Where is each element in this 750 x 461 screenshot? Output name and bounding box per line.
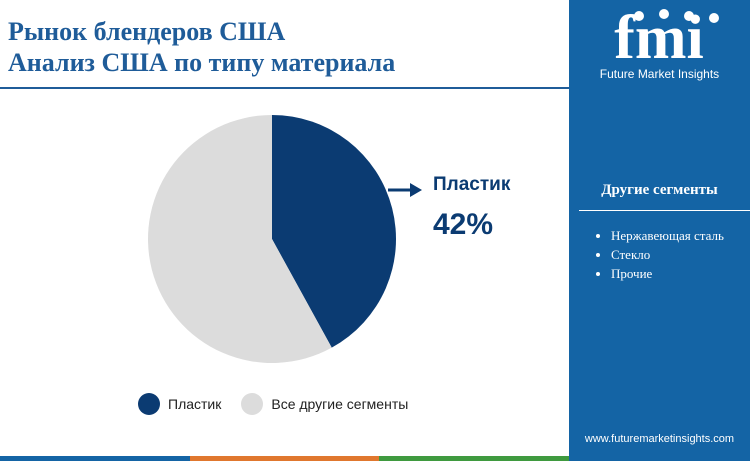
- pie-chart: [147, 115, 422, 364]
- chart-legend: Пластик Все другие сегменты: [138, 393, 428, 415]
- website-url: www.futuremarketinsights.com: [584, 433, 735, 445]
- bottom-bar-blue: [0, 456, 190, 461]
- legend-item-plastic: Пластик: [138, 393, 221, 415]
- fmi-logo: fmi: [614, 6, 719, 72]
- pie-slice-other-segments: [147, 115, 332, 364]
- title-divider: [0, 87, 569, 89]
- bottom-color-bar: [0, 456, 570, 461]
- globe-icon: [684, 11, 694, 21]
- bottom-bar-orange: [189, 456, 380, 461]
- globe-icon: [709, 13, 719, 23]
- pie-slice-plastic: [272, 115, 396, 348]
- other-segments-title: Другие сегменты: [601, 182, 718, 198]
- globe-icon: [659, 9, 669, 19]
- page-title: Рынок блендеров США Анализ США по типу м…: [8, 16, 395, 78]
- segments-list: Нержавеющая сталь Стекло Прочие: [593, 226, 724, 283]
- segment-item: Прочие: [611, 264, 724, 283]
- title-line-1: Рынок блендеров США: [8, 17, 286, 46]
- segments-divider: [579, 210, 750, 211]
- legend-label-other: Все другие сегменты: [271, 396, 409, 412]
- callout-value: 42%: [433, 208, 494, 241]
- bottom-bar-green: [379, 456, 570, 461]
- callout-label: Пластик: [433, 174, 511, 195]
- legend-swatch-other: [241, 393, 264, 415]
- segment-item: Стекло: [611, 245, 724, 264]
- sidebar: fmi Future Market Insights Другие сегмен…: [569, 0, 750, 461]
- callout-arrow-head: [410, 183, 422, 197]
- legend-item-other: Все другие сегменты: [241, 393, 408, 415]
- segment-item: Нержавеющая сталь: [611, 226, 724, 245]
- legend-label-plastic: Пластик: [168, 396, 222, 412]
- globe-icon: [634, 11, 644, 21]
- legend-swatch-plastic: [138, 393, 160, 415]
- brand-name: Future Market Insights: [599, 67, 720, 81]
- title-line-2: Анализ США по типу материала: [8, 48, 396, 77]
